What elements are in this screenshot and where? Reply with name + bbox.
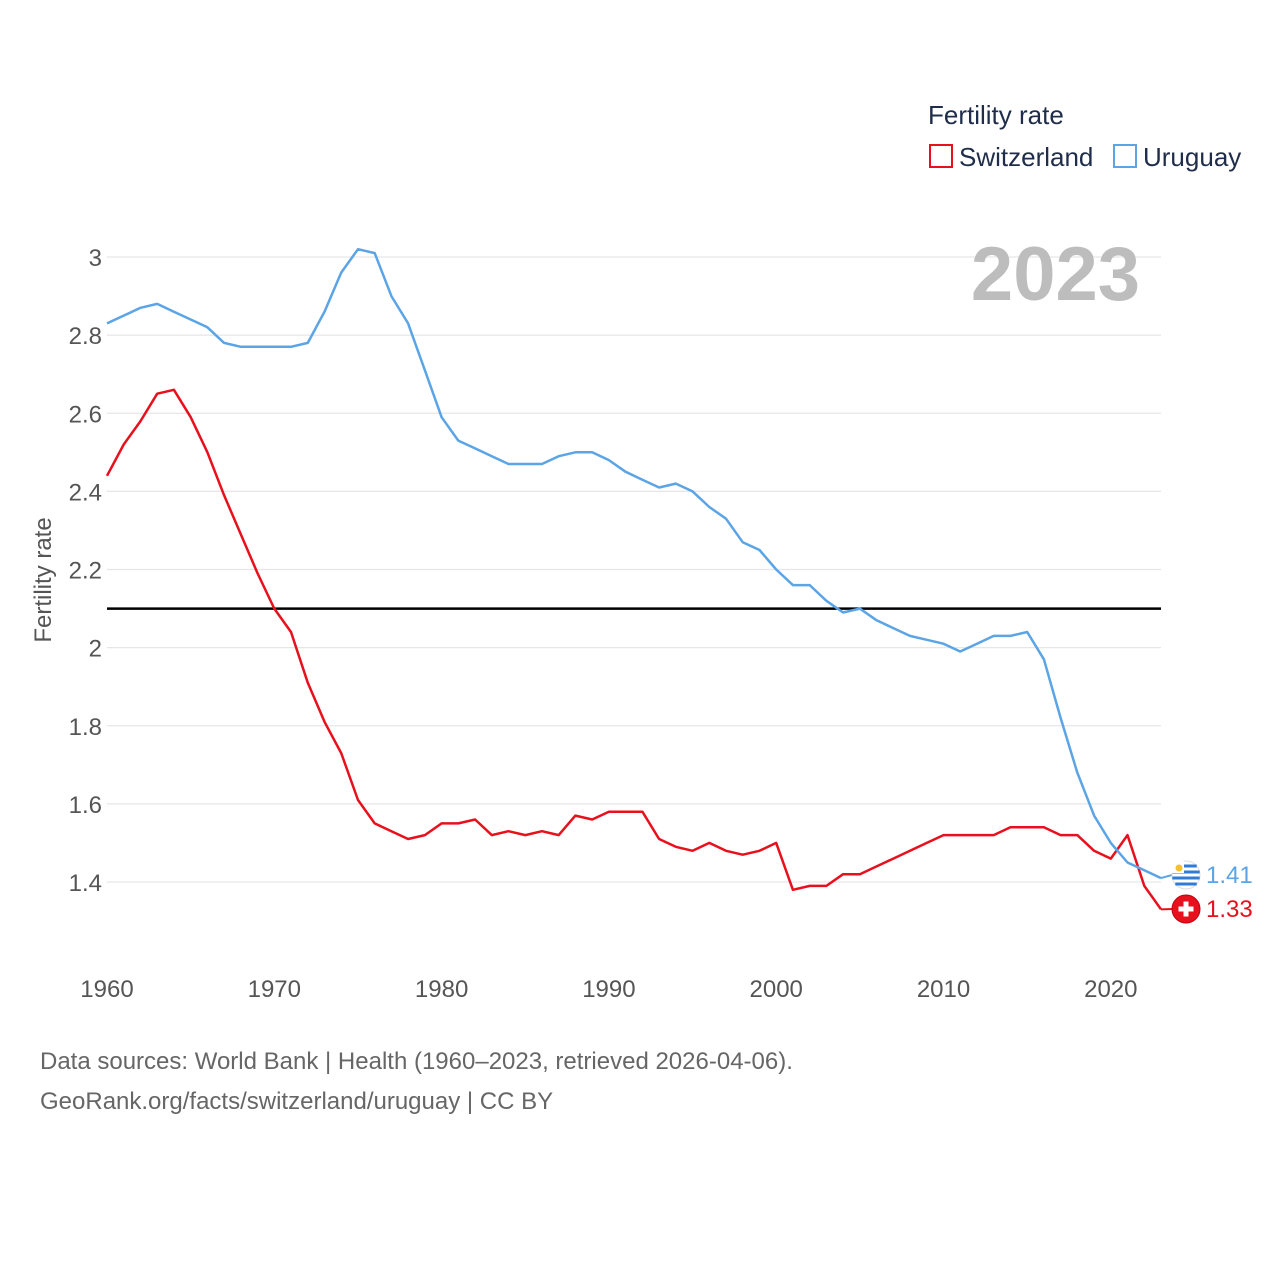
y-tick-label: 3 bbox=[89, 245, 102, 272]
legend-title: Fertility rate bbox=[928, 100, 1064, 130]
year-watermark: 2023 bbox=[971, 232, 1140, 317]
y-tick-label: 2.8 bbox=[69, 323, 102, 350]
legend: Fertility rate Switzerland Uruguay bbox=[928, 100, 1241, 172]
flag-stripe bbox=[1175, 882, 1197, 886]
end-markers: 1.33 1.41 bbox=[1160, 860, 1253, 924]
legend-swatch-uruguay[interactable] bbox=[1113, 144, 1137, 168]
y-tick-label: 1.4 bbox=[69, 870, 102, 897]
switzerland-flag-icon bbox=[1171, 894, 1201, 924]
series-line-uruguay[interactable] bbox=[106, 247, 1162, 880]
source-line-1: Data sources: World Bank | Health (1960–… bbox=[40, 1048, 793, 1075]
x-tick-label: 2000 bbox=[750, 976, 803, 1003]
y-axis-label: Fertility rate bbox=[30, 517, 57, 642]
flag-stripe bbox=[1175, 864, 1197, 868]
legend-label-uruguay[interactable]: Uruguay bbox=[1143, 142, 1241, 172]
y-tick-label: 2.4 bbox=[69, 479, 102, 506]
source-line-2[interactable]: GeoRank.org/facts/switzerland/uruguay | … bbox=[40, 1088, 554, 1115]
legend-label-switzerland[interactable]: Switzerland bbox=[959, 142, 1093, 172]
y-tick-label: 1.8 bbox=[69, 714, 102, 741]
end-value-label-switzerland: 1.33 bbox=[1206, 896, 1253, 923]
y-tick-label: 2 bbox=[89, 636, 102, 663]
y-tick-label: 2.6 bbox=[69, 401, 102, 428]
x-axis-ticks: 1960 1970 1980 1990 2000 2010 2020 bbox=[80, 976, 1137, 1003]
y-axis-ticks: 1.4 1.6 1.8 2 2.2 2.4 2.6 2.8 3 bbox=[69, 245, 102, 897]
x-tick-label: 2020 bbox=[1084, 976, 1137, 1003]
legend-swatch-switzerland[interactable] bbox=[929, 144, 953, 168]
flag-cross-v bbox=[1183, 901, 1189, 917]
x-tick-label: 1990 bbox=[582, 976, 635, 1003]
gridlines bbox=[107, 256, 1161, 883]
x-tick-label: 2010 bbox=[917, 976, 970, 1003]
x-tick-label: 1960 bbox=[80, 976, 133, 1003]
series-line-switzerland[interactable] bbox=[105, 388, 1163, 911]
flag-sun bbox=[1175, 864, 1183, 872]
uruguay-flag-icon bbox=[1171, 860, 1201, 890]
series-lines bbox=[105, 247, 1163, 911]
flag-stripe bbox=[1172, 876, 1200, 880]
end-value-label-uruguay: 1.41 bbox=[1206, 862, 1253, 889]
source-note: Data sources: World Bank | Health (1960–… bbox=[40, 1042, 793, 1122]
x-tick-label: 1970 bbox=[248, 976, 301, 1003]
y-tick-label: 1.6 bbox=[69, 792, 102, 819]
flag-stripe bbox=[1172, 870, 1200, 874]
x-tick-label: 1980 bbox=[415, 976, 468, 1003]
end-connector bbox=[1160, 874, 1173, 880]
y-tick-label: 2.2 bbox=[69, 558, 102, 585]
